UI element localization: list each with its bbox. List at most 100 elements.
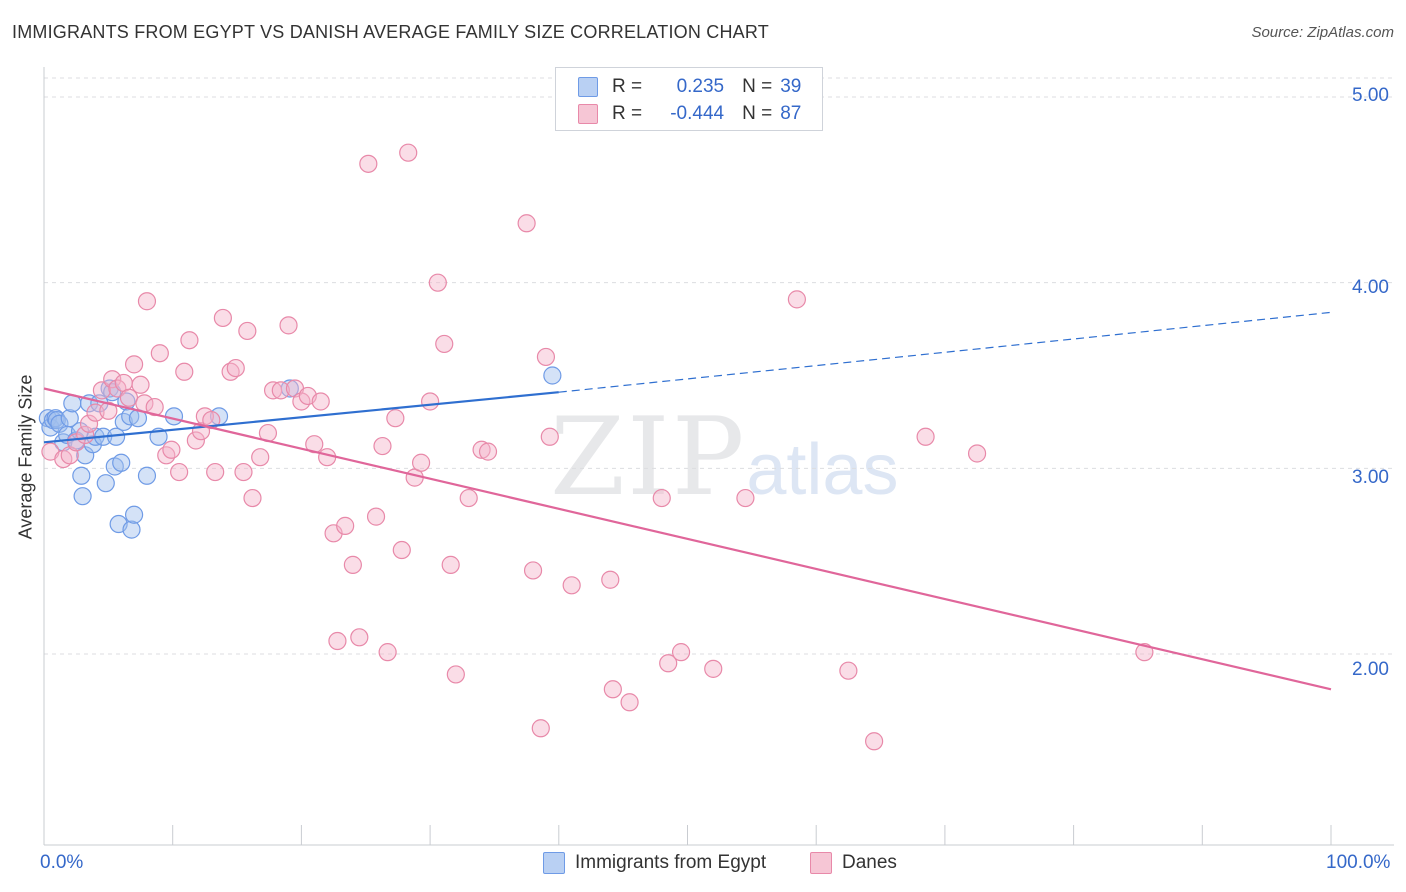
data-point <box>79 414 99 433</box>
data-point <box>343 555 362 574</box>
data-point <box>620 693 639 712</box>
legend-r-value: -0.444 <box>670 103 725 124</box>
data-point <box>704 659 723 678</box>
data-point <box>421 392 440 411</box>
y-tick-label: 2.00 <box>1352 659 1389 680</box>
data-point <box>562 576 581 595</box>
trend-line-egypt <box>43 391 559 444</box>
data-point <box>350 628 369 647</box>
data-point <box>378 643 397 662</box>
data-point <box>112 453 131 472</box>
data-point <box>386 409 405 428</box>
data-point <box>175 362 194 381</box>
data-point <box>411 453 431 472</box>
data-point <box>435 334 454 354</box>
data-point <box>373 436 392 456</box>
correlation-legend: R = 0.235 N = 39 R = -0.444 N = 87 <box>555 67 823 131</box>
data-point <box>41 418 60 437</box>
data-point <box>603 680 622 699</box>
data-point <box>517 214 536 233</box>
x-tick-label-left: 0.0% <box>40 852 84 873</box>
series-legend: Immigrants from Egypt Danes <box>0 852 1406 876</box>
y-tick-label: 3.00 <box>1352 467 1389 488</box>
data-point <box>124 505 144 524</box>
data-point <box>92 381 112 400</box>
data-point <box>145 397 164 417</box>
data-point <box>186 431 205 450</box>
data-point <box>428 273 447 292</box>
y-tick-label: 5.00 <box>1352 85 1389 106</box>
data-point <box>150 344 169 363</box>
legend-n-value: 39 <box>780 76 802 97</box>
data-point <box>865 732 884 751</box>
series-legend-egypt: Immigrants from Egypt <box>543 852 766 874</box>
watermark-atlas: atlas <box>746 430 899 510</box>
data-point <box>478 442 498 461</box>
data-point <box>99 401 118 420</box>
source-label: Source: ZipAtlas.com <box>1251 24 1394 41</box>
data-point <box>536 347 556 367</box>
data-point <box>131 375 150 394</box>
data-point <box>787 290 806 309</box>
data-point <box>543 366 562 385</box>
data-point <box>279 316 298 335</box>
data-point <box>124 355 144 374</box>
data-point <box>967 444 987 463</box>
data-point <box>336 516 355 535</box>
y-tick-label: 4.00 <box>1352 277 1389 298</box>
data-point <box>472 440 491 459</box>
data-point <box>206 462 225 482</box>
data-point <box>392 540 411 560</box>
data-point <box>318 448 337 467</box>
data-point <box>73 487 92 506</box>
legend-row-danes: R = -0.444 N = 87 <box>578 101 801 127</box>
legend-n-value: 87 <box>780 103 802 124</box>
data-point <box>271 381 290 400</box>
data-point <box>916 427 935 446</box>
data-point <box>103 370 122 389</box>
legend-n-label: N = <box>742 76 773 97</box>
chart-title: IMMIGRANTS FROM EGYPT VS DANISH AVERAGE … <box>12 22 769 42</box>
data-point <box>164 407 184 426</box>
data-point <box>531 719 550 738</box>
data-point <box>366 507 386 526</box>
data-point <box>170 462 189 482</box>
data-point <box>359 154 378 173</box>
data-point <box>311 392 330 411</box>
legend-r-label: R = <box>612 76 643 97</box>
data-point <box>243 488 262 508</box>
data-point <box>328 631 347 651</box>
data-point <box>652 488 671 508</box>
legend-n-label: N = <box>742 103 773 124</box>
data-point <box>96 474 115 493</box>
data-point <box>601 570 620 589</box>
data-point <box>60 409 79 428</box>
data-point <box>446 665 465 684</box>
watermark-zip: ZIP <box>550 395 747 520</box>
data-point <box>226 358 245 378</box>
data-point <box>137 292 157 311</box>
series-legend-danes: Danes <box>810 852 897 874</box>
legend-swatch-danes <box>578 104 598 124</box>
x-tick-label-right: 100.0% <box>1326 852 1391 873</box>
data-point <box>238 321 257 341</box>
data-point <box>122 520 141 539</box>
y-axis-label: Average Family Size <box>15 374 36 540</box>
series-legend-label: Danes <box>842 852 897 873</box>
series-legend-label: Immigrants from Egypt <box>575 852 767 873</box>
data-point <box>162 440 181 459</box>
watermark: ZIPatlas <box>550 395 898 520</box>
data-point <box>441 555 460 574</box>
data-point <box>180 331 199 350</box>
data-point <box>839 661 858 680</box>
data-point <box>659 654 678 673</box>
data-point <box>234 462 253 482</box>
data-point <box>736 488 755 508</box>
legend-r-label: R = <box>612 103 643 124</box>
data-point <box>251 448 270 467</box>
data-point <box>72 466 91 485</box>
series-swatch-egypt <box>543 852 565 874</box>
trend-line-danes <box>43 387 1332 691</box>
data-point <box>399 143 418 162</box>
